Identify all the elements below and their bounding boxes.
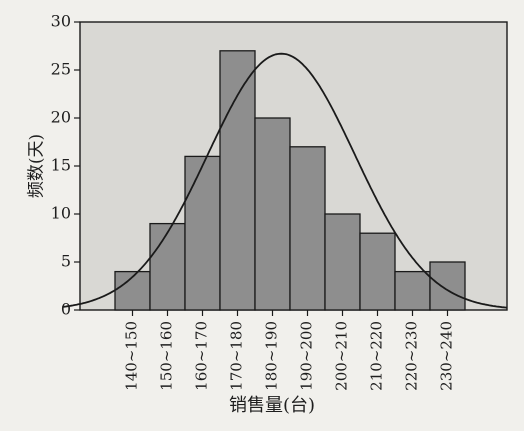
y-tick-label: 15 [51, 156, 71, 175]
x-tick-label-180~190: 180~190 [263, 321, 281, 391]
bar-210~220 [359, 232, 396, 311]
x-tick-label-160~170: 160~170 [193, 321, 211, 391]
x-tick-label-230~240: 230~240 [438, 321, 456, 391]
bar-180~190 [254, 117, 291, 311]
y-tick-label: 5 [61, 252, 71, 271]
x-tick-label-150~160: 150~160 [158, 321, 176, 391]
bar-190~200 [289, 146, 326, 311]
bar-220~230 [394, 270, 431, 311]
y-tick-label: 30 [51, 12, 71, 31]
y-tick-label: 20 [51, 108, 71, 127]
y-axis-label: 频数(天) [27, 134, 47, 198]
bar-160~170 [184, 155, 221, 311]
bar-200~210 [324, 213, 361, 311]
x-tick-label-140~150: 140~150 [123, 321, 141, 391]
x-axis: 140~150 150~160 160~170 170~180 180~190 190~2… [123, 310, 456, 391]
x-tick-label-220~230: 220~230 [403, 321, 421, 391]
y-tick-label: 10 [51, 204, 71, 223]
x-tick-label-190~200: 190~200 [298, 321, 316, 391]
x-axis-label: 销售量(台) [229, 395, 315, 416]
y-axis: 0 5 10 15 20 25 30 [51, 12, 80, 319]
bar-230~240 [429, 261, 466, 311]
bar-150~160 [149, 222, 186, 311]
normal-curve [62, 52, 508, 309]
x-tick-label-170~180: 170~180 [228, 321, 246, 391]
y-tick-label: 25 [51, 60, 71, 79]
y-tick-label: 0 [61, 300, 71, 319]
x-tick-label-210~220: 210~220 [368, 321, 386, 391]
bars-layer [114, 50, 466, 311]
x-tick-label-200~210: 200~210 [333, 321, 351, 391]
bar-170~180 [219, 50, 256, 311]
